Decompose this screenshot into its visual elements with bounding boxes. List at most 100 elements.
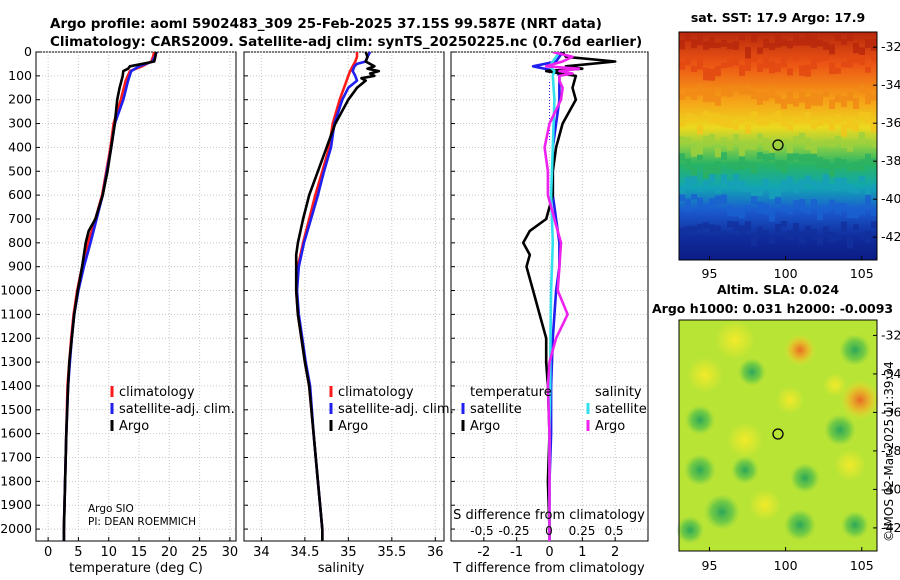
sst-pixel — [859, 232, 865, 240]
sst-pixel — [727, 181, 733, 191]
sst-pixel — [679, 136, 685, 145]
sst-pixel — [859, 111, 865, 119]
sst-pixel — [823, 55, 829, 61]
salinity-xlabel: salinity — [318, 561, 365, 576]
sst-pixel — [727, 119, 733, 128]
sst-pixel — [751, 141, 757, 150]
sst-pixel — [739, 208, 745, 219]
map-y-tick-label: -34 — [881, 77, 900, 92]
sst-pixel — [721, 231, 727, 238]
sst-pixel — [745, 221, 751, 232]
sst-pixel — [691, 167, 697, 180]
sst-pixel — [781, 117, 787, 127]
sst-pixel — [781, 204, 787, 213]
sst-pixel — [841, 159, 847, 167]
sst-pixel — [835, 94, 841, 103]
sst-pixel — [745, 161, 751, 168]
sst-pixel — [775, 111, 781, 122]
sst-pixel — [709, 165, 715, 177]
sst-pixel — [865, 194, 871, 206]
y-tick-label: 300 — [8, 116, 32, 131]
sst-pixel — [691, 91, 697, 100]
sst-pixel — [715, 225, 721, 232]
sst-pixel — [865, 91, 871, 105]
x-tick-label: 25 — [191, 545, 208, 560]
sla-anomaly-blob — [841, 511, 869, 539]
sst-pixel — [787, 68, 793, 76]
sla-anomaly-blob — [839, 334, 871, 366]
sst-pixel — [805, 209, 811, 215]
sst-pixel — [691, 175, 697, 185]
sst-pixel — [703, 222, 709, 229]
sst-pixel — [709, 68, 715, 81]
sst-pixel — [817, 234, 823, 246]
sst-pixel — [769, 144, 775, 157]
sst-pixel — [835, 235, 841, 241]
y-tick-label: 2000 — [0, 521, 32, 536]
y-tick-label: 700 — [8, 211, 32, 226]
sst-pixel — [715, 147, 721, 158]
sst-pixel — [775, 224, 781, 233]
sst-pixel — [727, 42, 733, 50]
sst-pixel — [697, 144, 703, 156]
sst-pixel — [847, 184, 853, 193]
sst-pixel — [853, 139, 859, 146]
sst-pixel — [823, 139, 829, 146]
sst-pixel — [757, 226, 763, 236]
sst-pixel — [853, 55, 859, 63]
sst-pixel — [847, 235, 853, 249]
sst-pixel — [769, 188, 775, 199]
sst-pixel — [709, 112, 715, 124]
sst-pixel — [847, 58, 853, 68]
sst-pixel — [805, 153, 811, 162]
sst-pixel — [715, 195, 721, 205]
legend-title-salinity: salinity — [595, 385, 642, 400]
sst-pixel — [733, 221, 739, 232]
sst-pixel — [805, 137, 811, 151]
legend-label-satellite: satellite-adj. clim. — [338, 402, 454, 417]
difference-xlabel: T difference from climatology — [452, 561, 645, 576]
sst-pixel — [769, 234, 775, 244]
sst-pixel — [751, 189, 757, 201]
sst-pixel — [799, 231, 805, 244]
temperature-plot-frame — [35, 51, 237, 542]
sst-pixel — [811, 229, 817, 241]
sst-pixel — [769, 85, 775, 99]
sst-pixel — [829, 184, 835, 191]
y-tick-label: 1100 — [0, 306, 32, 321]
sst-pixel — [865, 66, 871, 73]
sst-pixel — [853, 122, 859, 132]
sst-pixel — [793, 116, 799, 124]
sst-pixel — [799, 37, 805, 46]
sst-pixel — [709, 134, 715, 145]
sst-pixel — [751, 91, 757, 99]
sst-pixel — [805, 64, 811, 77]
sst-pixel — [727, 85, 733, 98]
sst-pixel — [721, 194, 727, 204]
sst-pixel — [817, 207, 823, 221]
sst-pixel — [793, 153, 799, 160]
legend-label-climatology: climatology — [338, 385, 414, 400]
sst-pixel — [823, 159, 829, 169]
map-x-tick-label: 105 — [850, 266, 874, 281]
sla-map — [676, 319, 880, 552]
sst-pixel — [721, 62, 727, 69]
sst-pixel — [763, 203, 769, 215]
legend-title-temperature: temperature — [470, 385, 552, 400]
sst-pixel — [697, 125, 703, 135]
map-y-tick-label: -40 — [881, 481, 900, 496]
sst-pixel — [739, 225, 745, 235]
imos-credit: ©IMOS 02-Mar-2025 11:39:34 — [882, 361, 896, 542]
sst-pixel — [757, 117, 763, 125]
sst-pixel — [715, 113, 721, 125]
difference-s-xlabel: S difference from climatology — [453, 508, 645, 523]
sst-pixel — [829, 99, 835, 109]
x-tick-label: 35 — [340, 545, 357, 560]
sst-pixel — [871, 158, 877, 166]
sst-pixel — [817, 182, 823, 190]
series-line-argo — [294, 52, 381, 541]
sst-pixel — [757, 133, 763, 140]
series-line-s-argo — [543, 52, 581, 541]
sst-pixel — [763, 38, 769, 49]
